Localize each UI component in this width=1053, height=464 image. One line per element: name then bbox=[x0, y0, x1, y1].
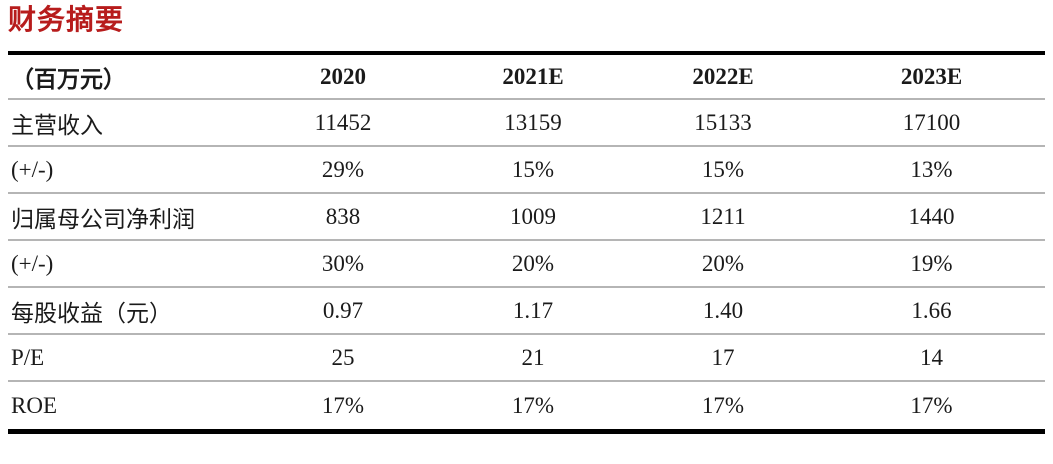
cell-value: 17% bbox=[701, 392, 745, 418]
cell-value: 1.17 bbox=[512, 297, 554, 323]
cell-value: 30% bbox=[321, 250, 365, 276]
table-row-roe: ROE 17% 17% 17% 17% bbox=[8, 382, 1045, 429]
table-row-net-profit: 归属母公司净利润 838 1009 1211 1440 bbox=[8, 194, 1045, 241]
cell-value: 1211 bbox=[700, 203, 746, 229]
cell-value: 14 bbox=[920, 344, 943, 370]
cell-value: 15133 bbox=[694, 109, 752, 135]
cell-value: 20% bbox=[701, 250, 745, 276]
cell-value: 1.66 bbox=[911, 297, 952, 323]
cell-value: 21 bbox=[521, 344, 545, 370]
table-row-pe: P/E 25 21 17 14 bbox=[8, 335, 1045, 382]
table-row-profit-growth: (+/-) 30% 20% 20% 19% bbox=[8, 241, 1045, 288]
column-header-2023e: 2023E bbox=[900, 63, 963, 89]
cell-value: 29% bbox=[321, 156, 365, 182]
table-row-eps: 每股收益（元） 0.97 1.17 1.40 1.66 bbox=[8, 288, 1045, 335]
cell-value: 17% bbox=[321, 392, 365, 418]
cell-value: 13159 bbox=[504, 109, 562, 135]
cell-value: 13% bbox=[910, 156, 953, 182]
cell-value: 17% bbox=[511, 392, 555, 418]
row-label: (+/-) bbox=[11, 156, 54, 182]
page-title: 财务摘要 bbox=[8, 4, 125, 35]
cell-value: 25 bbox=[331, 344, 355, 370]
table-row-revenue: 主营收入 11452 13159 15133 17100 bbox=[8, 100, 1045, 147]
cell-value: 15% bbox=[701, 156, 745, 182]
cell-value: 1.40 bbox=[702, 297, 744, 323]
table-header-row: （百万元） 2020 2021E 2022E 2023E bbox=[8, 55, 1045, 100]
cell-value: 11452 bbox=[314, 109, 372, 135]
cell-value: 20% bbox=[511, 250, 555, 276]
row-label: 每股收益（元） bbox=[11, 300, 172, 326]
unit-header-cell: （百万元） bbox=[11, 66, 126, 92]
column-header-2021e: 2021E bbox=[502, 63, 564, 89]
row-label: ROE bbox=[11, 392, 57, 418]
table-row-revenue-growth: (+/-) 29% 15% 15% 13% bbox=[8, 147, 1045, 194]
cell-value: 17 bbox=[711, 344, 735, 370]
cell-value: 17100 bbox=[902, 109, 961, 135]
cell-value: 17% bbox=[910, 392, 953, 418]
cell-value: 19% bbox=[910, 250, 953, 276]
financial-summary-table: （百万元） 2020 2021E 2022E 2023E 主营收入 11452 … bbox=[8, 51, 1045, 434]
cell-value: 0.97 bbox=[322, 297, 364, 323]
row-label: (+/-) bbox=[11, 250, 54, 276]
cell-value: 838 bbox=[325, 203, 361, 229]
cell-value: 1009 bbox=[510, 203, 556, 229]
row-label: 归属母公司净利润 bbox=[11, 206, 195, 232]
row-label: 主营收入 bbox=[11, 112, 103, 138]
cell-value: 1440 bbox=[908, 203, 955, 229]
cell-value: 15% bbox=[511, 156, 555, 182]
row-label: P/E bbox=[11, 344, 45, 370]
column-header-2020: 2020 bbox=[320, 63, 366, 89]
column-header-2022e: 2022E bbox=[692, 63, 754, 89]
